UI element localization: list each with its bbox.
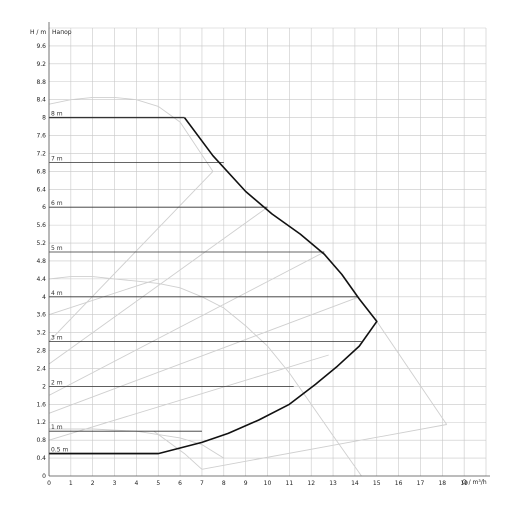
pressure-line-label: 1 m (51, 424, 63, 431)
system-curve (48, 251, 325, 396)
y-tick-label: 8.4 (36, 97, 46, 104)
x-tick-label: 6 (178, 480, 182, 487)
x-axis-label: Q / m³/h (462, 479, 487, 486)
system-curves (48, 96, 448, 477)
x-tick-label: 7 (200, 480, 204, 487)
y-tick-label: 0.4 (36, 455, 46, 462)
y-tick-label: 4.8 (36, 258, 46, 265)
pressure-line-label: 8 m (51, 111, 63, 118)
x-tick-label: 1 (69, 480, 73, 487)
y-tick-label: 2.8 (36, 348, 46, 355)
system-curve (48, 354, 329, 441)
x-tick-label: 10 (264, 480, 272, 487)
y-tick-label: 9.6 (36, 43, 46, 50)
x-tick-label: 12 (307, 480, 315, 487)
x-tick-label: 3 (113, 480, 117, 487)
system-curve (201, 424, 447, 470)
x-tick-label: 18 (438, 480, 446, 487)
y-tick-label: 7.2 (36, 150, 46, 157)
envelope-curve (49, 117, 378, 455)
axes (48, 22, 490, 477)
pressure-line-label: 6 m (51, 200, 63, 207)
x-tick-label: 4 (134, 480, 138, 487)
system-curve (48, 296, 360, 414)
y-tick-label: 4.4 (36, 276, 46, 283)
x-tick-label: 19 (460, 480, 468, 487)
y-axis-label: H / m (30, 29, 46, 36)
y-tick-label: 6 (42, 204, 46, 211)
x-tick-label: 14 (351, 480, 359, 487)
x-tick-label: 5 (156, 480, 160, 487)
pressure-line-label: 3 m (51, 335, 63, 342)
y-tick-label: 8.8 (36, 79, 46, 86)
x-tick-label: 13 (329, 480, 337, 487)
pressure-line-label: 4 m (51, 290, 63, 297)
x-tick-label: 9 (244, 480, 248, 487)
pressure-lines: 8 m 7 m 6 m 5 m 4 m 3 m 2 m 1 m 0.5 m (49, 111, 362, 455)
pressure-line-label: 0.5 m (51, 447, 68, 454)
x-tick-label: 8 (222, 480, 226, 487)
pressure-line-label: 7 m (51, 155, 63, 162)
system-curve (48, 96, 214, 172)
x-tick-label: 16 (395, 480, 403, 487)
y-tick-label: 9.2 (36, 61, 46, 68)
pressure-line-label: 2 m (51, 379, 63, 386)
y-tick-label: 5.2 (36, 240, 46, 247)
y-tick-label: 6.4 (36, 186, 46, 193)
y-tick-label: 1.6 (36, 401, 46, 408)
y-tick-label: 3.2 (36, 330, 46, 337)
y-axis-sublabel: Напор (52, 29, 72, 36)
y-tick-label: 0.8 (36, 437, 46, 444)
y-tick-label: 4 (42, 294, 46, 301)
y-tick-label: 0 (42, 473, 46, 480)
y-tick-label: 5.6 (36, 222, 46, 229)
y-tick-label: 2.4 (36, 365, 46, 372)
x-tick-label: 17 (417, 480, 425, 487)
y-tick-label: 3.6 (36, 312, 46, 319)
envelope-curve-group (49, 117, 378, 455)
system-curve (48, 171, 214, 342)
pressure-line-label: 5 m (51, 245, 63, 252)
y-tick-label: 8 (42, 115, 46, 122)
y-tick-label: 7.6 (36, 133, 46, 140)
y-tick-label: 6.8 (36, 168, 46, 175)
system-curve (376, 321, 448, 425)
x-tick-label: 15 (373, 480, 381, 487)
system-curve (153, 430, 203, 470)
system-curve (48, 206, 268, 365)
system-curve (48, 276, 362, 477)
x-tick-label: 0 (47, 480, 51, 487)
tick-labels: 0 1 2 3 4 5 6 7 8 9 10 11 12 13 14 15 16 17 18 1900.40.81.2… (36, 43, 468, 487)
y-tick-label: 2 (42, 383, 46, 390)
y-tick-label: 1.2 (36, 419, 46, 426)
x-tick-label: 11 (286, 480, 294, 487)
x-tick-label: 2 (91, 480, 95, 487)
